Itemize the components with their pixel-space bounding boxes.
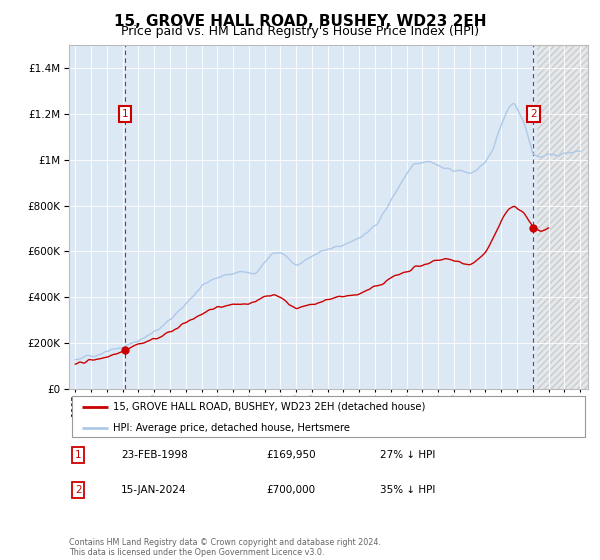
Text: Contains HM Land Registry data © Crown copyright and database right 2024.
This d: Contains HM Land Registry data © Crown c… <box>69 538 381 557</box>
Text: 15-JAN-2024: 15-JAN-2024 <box>121 485 187 495</box>
Text: 23-FEB-1998: 23-FEB-1998 <box>121 450 188 460</box>
Text: 1: 1 <box>75 450 82 460</box>
Text: 27% ↓ HPI: 27% ↓ HPI <box>380 450 436 460</box>
Bar <box>537 45 588 389</box>
Text: Price paid vs. HM Land Registry's House Price Index (HPI): Price paid vs. HM Land Registry's House … <box>121 25 479 38</box>
Text: 35% ↓ HPI: 35% ↓ HPI <box>380 485 436 495</box>
Text: 2: 2 <box>530 109 537 119</box>
Text: 2: 2 <box>75 485 82 495</box>
Text: 15, GROVE HALL ROAD, BUSHEY, WD23 2EH (detached house): 15, GROVE HALL ROAD, BUSHEY, WD23 2EH (d… <box>113 402 425 412</box>
Text: £700,000: £700,000 <box>266 485 316 495</box>
FancyBboxPatch shape <box>71 396 586 437</box>
Text: £169,950: £169,950 <box>266 450 316 460</box>
Text: 1: 1 <box>122 109 128 119</box>
Text: 15, GROVE HALL ROAD, BUSHEY, WD23 2EH: 15, GROVE HALL ROAD, BUSHEY, WD23 2EH <box>114 14 486 29</box>
Text: HPI: Average price, detached house, Hertsmere: HPI: Average price, detached house, Hert… <box>113 423 350 433</box>
